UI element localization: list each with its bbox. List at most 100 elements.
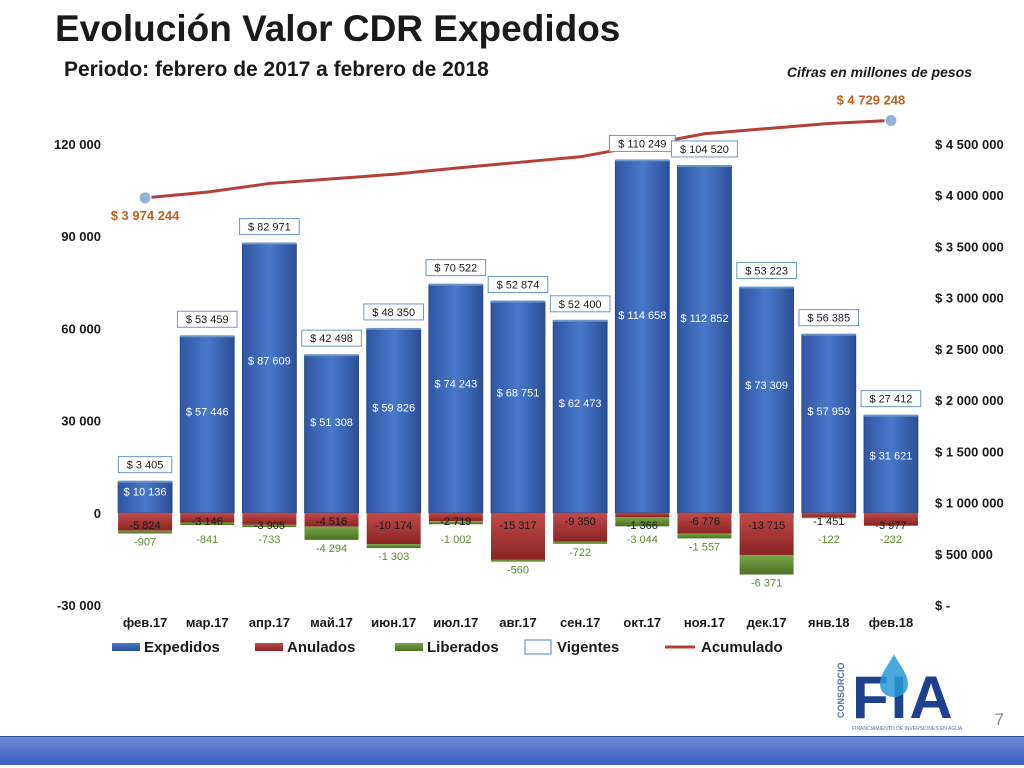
legend-label: Anulados	[287, 639, 355, 656]
label-anulados: -13 715	[748, 520, 785, 532]
bar-anulados	[366, 512, 421, 545]
bar-expedidos	[801, 334, 857, 514]
label-liberados: -1 002	[440, 534, 471, 546]
water-drop-icon	[880, 654, 908, 697]
page-subtitle: Periodo: febrero de 2017 a febrero de 20…	[64, 58, 489, 81]
x-tick-label: июл.17	[433, 615, 478, 630]
label-expedidos: $ 73 309	[745, 380, 788, 392]
x-tick-label: июн.17	[371, 615, 416, 630]
vigentes-label-box	[425, 259, 487, 277]
legend-label: Acumulado	[701, 639, 783, 656]
y-right-tick-label: $ 3 000 000	[935, 291, 1004, 306]
legend-swatch	[112, 643, 140, 651]
x-tick-label: фев.18	[869, 615, 914, 630]
x-tick-label: сен.17	[560, 615, 600, 630]
y-left-tick-label: 90 000	[61, 229, 101, 244]
vigentes-label-box	[239, 218, 300, 236]
x-tick-label: мар.17	[186, 615, 229, 630]
x-tick-label: фев.17	[123, 615, 168, 630]
bar-liberados	[739, 554, 794, 575]
y-right-tick-label: $ 1 500 000	[935, 444, 1004, 459]
label-acumulado-first: $ 3 974 244	[111, 208, 180, 223]
label-anulados: -10 174	[375, 520, 412, 532]
label-expedidos: $ 112 852	[680, 313, 728, 325]
vigentes-label-box	[117, 456, 173, 474]
bar-anulados	[304, 512, 359, 527]
bar-liberados	[242, 524, 297, 528]
label-vigentes: $ 53 223	[745, 265, 788, 277]
y-right-tick-label: $ 1 000 000	[935, 496, 1004, 511]
label-anulados: -3 146	[192, 516, 223, 528]
bar-expedidos	[863, 415, 919, 514]
y-right-tick-label: $ 3 500 000	[935, 239, 1004, 254]
logo-vertical-text: CONSORCIO	[836, 662, 846, 718]
label-vigentes: $ 52 400	[559, 299, 602, 311]
label-vigentes: $ 27 412	[870, 394, 913, 406]
acumulado-endpoint-marker	[138, 191, 152, 205]
vigentes-label-box	[671, 140, 738, 158]
bar-expedidos	[428, 284, 484, 514]
vigentes-label-box	[176, 310, 238, 328]
bar-expedidos	[552, 320, 608, 514]
bar-anulados	[553, 512, 608, 542]
vigentes-label-box	[363, 303, 424, 321]
footer-bar	[0, 736, 1024, 765]
bar-liberados	[366, 544, 421, 549]
bar-liberados	[428, 521, 483, 525]
bar-expedidos	[490, 301, 546, 514]
label-vigentes: $ 110 249	[618, 138, 666, 150]
x-tick-label: дек.17	[747, 615, 787, 630]
vigentes-label-box	[301, 329, 362, 347]
label-liberados: -560	[507, 565, 529, 577]
bar-expedidos	[304, 354, 359, 514]
bar-expedidos	[366, 328, 422, 514]
fia-logo: CONSORCIO FIA FINANCIAMIENTO DE INVERSIO…	[828, 652, 978, 739]
acumulado-line	[144, 119, 891, 200]
page-title: Evolución Valor CDR Expedidos	[55, 8, 621, 49]
legend-label: Liberados	[427, 639, 499, 656]
bar-expedidos	[241, 243, 297, 514]
legend-label: Vigentes	[557, 639, 619, 656]
y-right-tick-label: $ 2 000 000	[935, 393, 1004, 408]
legend-swatch	[524, 639, 552, 655]
legend-swatch	[255, 643, 283, 651]
bar-expedidos	[739, 287, 795, 514]
x-tick-label: ноя.17	[684, 615, 725, 630]
bar-liberados	[801, 517, 856, 519]
label-expedidos: $ 68 751	[497, 388, 540, 400]
label-anulados: -3 977	[875, 520, 906, 532]
bar-anulados	[242, 512, 297, 525]
label-anulados: -2 719	[440, 516, 471, 528]
label-liberados: -6 371	[751, 578, 782, 590]
label-anulados: -1 366	[627, 520, 658, 532]
bar-liberados	[118, 530, 173, 534]
vigentes-label-box	[798, 309, 860, 327]
label-liberados: -841	[196, 534, 218, 546]
legend-swatch	[395, 643, 423, 651]
bar-liberados	[677, 533, 732, 539]
x-tick-label: апр.17	[249, 615, 290, 630]
bar-liberados	[304, 526, 359, 540]
label-expedidos: $ 87 609	[248, 356, 291, 368]
legend-label: Expedidos	[144, 639, 220, 656]
y-left-tick-label: 120 000	[54, 137, 101, 152]
label-anulados: -6 776	[689, 516, 720, 528]
y-left-tick-label: 30 000	[61, 414, 101, 429]
bar-liberados	[863, 525, 918, 527]
bar-anulados	[801, 512, 856, 518]
label-liberados: -232	[880, 534, 902, 546]
bar-liberados	[553, 541, 608, 544]
acumulado-endpoint-marker	[884, 114, 898, 128]
label-expedidos: $ 57 446	[186, 407, 229, 419]
label-anulados: -3 905	[254, 520, 285, 532]
y-right-tick-label: $ -	[935, 598, 950, 613]
label-liberados: -1 557	[689, 541, 720, 553]
label-vigentes: $ 104 520	[680, 144, 729, 156]
y-right-tick-label: $ 4 000 000	[935, 188, 1004, 203]
label-vigentes: $ 42 498	[310, 333, 353, 345]
x-tick-label: май.17	[310, 615, 353, 630]
label-expedidos: $ 51 308	[310, 417, 353, 429]
label-liberados: -3 044	[627, 534, 658, 546]
label-vigentes: $ 48 350	[372, 307, 415, 319]
label-anulados: -4 516	[316, 516, 347, 528]
